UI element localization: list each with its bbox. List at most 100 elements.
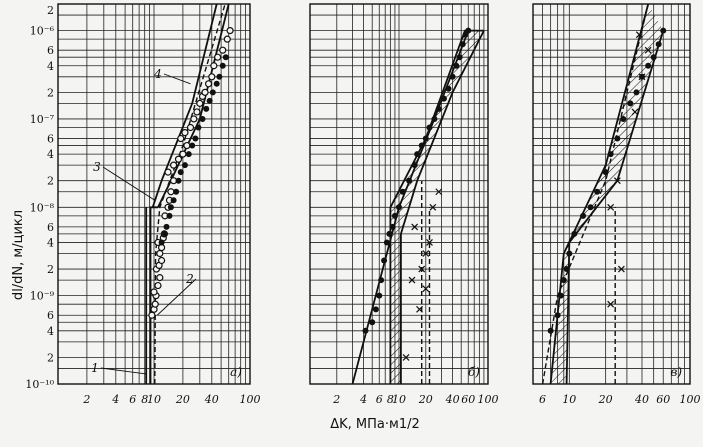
data-point-filled xyxy=(560,277,567,284)
data-point-open xyxy=(226,26,234,35)
data-point-cross xyxy=(644,46,652,54)
x-tick-label: 100 xyxy=(478,393,499,406)
data-point-filled xyxy=(167,204,174,211)
data-point-open xyxy=(190,115,198,123)
data-point-filled xyxy=(459,41,466,48)
data-point-filled xyxy=(177,169,184,176)
data-point-filled xyxy=(381,257,388,264)
data-point-cross xyxy=(422,285,430,293)
data-point-filled xyxy=(571,230,578,237)
data-point-open xyxy=(219,46,227,54)
data-point-filled xyxy=(554,312,561,319)
data-point-filled xyxy=(607,151,614,158)
data-point-cross xyxy=(607,300,615,308)
data-point-open xyxy=(204,80,213,88)
x-axis-label: ΔK, МПа·м1/2 xyxy=(330,417,420,432)
data-point-filled xyxy=(170,197,177,204)
panel-c: 6 10 20 40 60 100 в) xyxy=(532,3,701,406)
data-point-filled xyxy=(587,204,594,211)
y-tick-label: 10⁻⁹ xyxy=(30,290,55,303)
data-point-filled xyxy=(602,169,609,176)
data-point-cross xyxy=(617,265,625,273)
x-tick-label: 10 xyxy=(147,393,161,406)
data-point-cross xyxy=(416,305,423,313)
data-point-open xyxy=(196,99,204,107)
data-point-filled xyxy=(189,142,196,149)
data-point-filled xyxy=(161,230,168,237)
data-point-filled xyxy=(645,62,652,69)
y-minor-tick-label: 6 xyxy=(47,44,54,57)
y-minor-tick-label: 4 xyxy=(47,148,54,161)
curve-3 xyxy=(151,3,218,208)
data-point-open xyxy=(167,188,175,196)
x-tick-label: 100 xyxy=(680,393,701,406)
x-tick-label: 40 xyxy=(634,393,649,406)
data-point-filled xyxy=(372,306,379,313)
x-tick-label: 100 xyxy=(240,393,261,406)
data-point-open xyxy=(210,62,218,70)
data-point-filled xyxy=(396,204,402,211)
x-tick-label: 40 xyxy=(445,393,460,406)
x-tick-label: 20 xyxy=(598,393,613,406)
data-point-cross xyxy=(635,31,643,39)
data-point-filled xyxy=(445,85,452,92)
data-point-cross xyxy=(429,203,437,211)
y-minor-tick-label: 6 xyxy=(47,309,54,322)
y-minor-tick-label: 4 xyxy=(47,60,54,73)
data-point-filled xyxy=(426,124,433,131)
data-point-filled xyxy=(391,212,398,219)
x-tick-label: 4 xyxy=(359,393,367,406)
panel-label: б) xyxy=(468,365,480,379)
data-point-open xyxy=(177,134,185,143)
data-point-filled xyxy=(399,188,406,195)
data-point-filled xyxy=(369,319,376,326)
data-point-open xyxy=(201,88,209,96)
data-point-open xyxy=(208,73,216,81)
data-point-open xyxy=(154,281,162,290)
data-point-cross xyxy=(418,265,426,273)
y-minor-tick-label: 6 xyxy=(47,133,54,146)
data-point-filled xyxy=(209,89,216,96)
data-point-open xyxy=(181,129,189,137)
data-point-cross xyxy=(638,73,646,81)
data-point-filled xyxy=(655,41,662,48)
data-point-filled xyxy=(181,162,188,169)
x-tick-label: 2 xyxy=(332,393,340,406)
y-minor-tick-label: 2 xyxy=(47,263,54,276)
data-point-filled xyxy=(386,230,393,237)
y-axis-label: dl/dN, м/цикл xyxy=(11,210,26,300)
data-point-filled xyxy=(566,250,573,257)
data-point-open xyxy=(158,256,166,265)
curve-line2 xyxy=(541,3,649,385)
data-point-cross xyxy=(613,177,621,185)
x-tick-label: 6 xyxy=(129,393,136,406)
y-tick-label: 10⁻⁶ xyxy=(30,25,55,38)
data-point-filled xyxy=(192,135,199,142)
curve-label-2: 2 xyxy=(185,272,194,286)
x-tick-label: 2 xyxy=(82,393,90,406)
data-point-open xyxy=(148,311,156,319)
data-point-open xyxy=(156,249,164,258)
x-tick-label: 8 xyxy=(141,393,148,406)
data-point-cross xyxy=(426,239,433,246)
x-tick-label: 60 xyxy=(461,393,475,406)
data-point-filled xyxy=(219,62,226,69)
data-point-filled xyxy=(580,212,587,219)
data-point-filled xyxy=(376,292,383,299)
data-point-filled xyxy=(422,135,429,142)
data-point-filled xyxy=(633,89,640,96)
panel-label: а) xyxy=(230,365,242,379)
data-point-cross xyxy=(408,276,416,284)
data-point-filled xyxy=(185,151,192,158)
leader-line xyxy=(163,73,191,85)
data-point-open xyxy=(223,35,231,43)
x-tick-label: 8 xyxy=(387,393,394,406)
data-point-cross xyxy=(631,108,639,116)
data-point-filled xyxy=(557,292,564,299)
data-point-filled xyxy=(206,97,213,104)
data-point-filled xyxy=(614,135,621,142)
leader-line xyxy=(100,367,147,375)
y-minor-tick-label: 6 xyxy=(47,221,54,234)
data-point-filled xyxy=(195,124,202,131)
data-point-filled xyxy=(216,73,223,80)
